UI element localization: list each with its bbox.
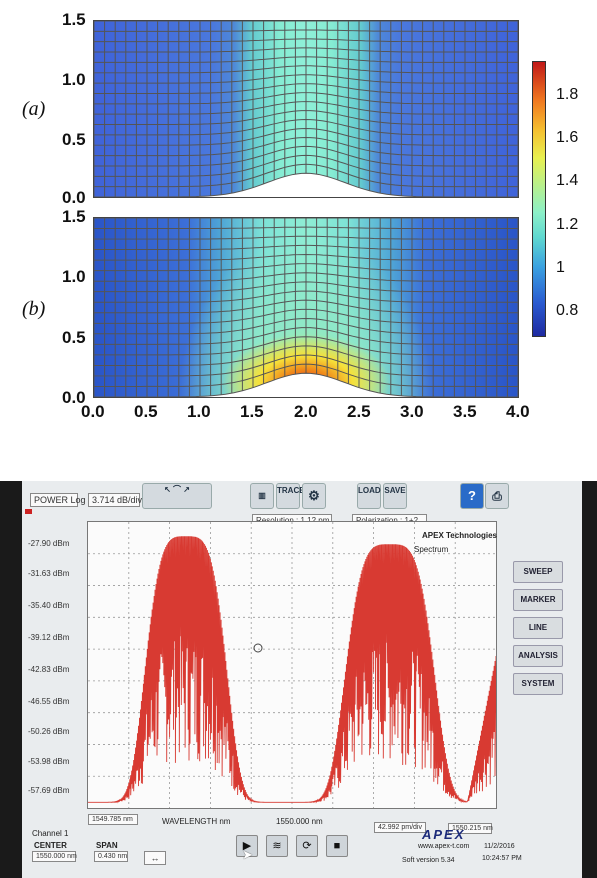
print-button[interactable]: ⎙ bbox=[485, 483, 509, 509]
repeat-icon: ⟳ bbox=[302, 840, 312, 852]
load-button[interactable]: LOAD bbox=[357, 483, 381, 509]
span-arrows-button[interactable]: ↔ bbox=[144, 851, 166, 865]
spectrum-plot[interactable] bbox=[87, 521, 497, 809]
channel-marker bbox=[25, 509, 32, 514]
mesh-grid-b bbox=[94, 218, 518, 397]
x-tick-0: 0.0 bbox=[81, 402, 105, 421]
y-tick-a-1: 1.0 bbox=[62, 70, 86, 89]
zoom-tool-button[interactable]: ↖ ⌒ ↗ bbox=[142, 483, 212, 509]
mouse-cursor-icon: ➤ bbox=[242, 847, 253, 862]
x-tick-1: 0.5 bbox=[134, 402, 158, 421]
help-icon: ? bbox=[468, 488, 476, 503]
y-label-8: -57.69 dBm bbox=[28, 786, 70, 795]
soft-version-label: Soft version 5.34 bbox=[402, 857, 455, 864]
colorbar-tick-4: 1 bbox=[556, 259, 565, 276]
x-per-div-field: 42.992 pm/div bbox=[374, 822, 426, 833]
x-tick-2: 1.0 bbox=[187, 402, 211, 421]
auto-icon: ≋ bbox=[272, 840, 282, 852]
auto-button[interactable]: ≋ bbox=[266, 835, 288, 857]
repeat-sweep-button[interactable]: ⟳ bbox=[296, 835, 318, 857]
x-tick-7: 3.5 bbox=[453, 402, 477, 421]
y-tick-a-3: 0.0 bbox=[62, 188, 86, 207]
x-tick-6: 3.0 bbox=[400, 402, 424, 421]
brand-label: APEX Technologies bbox=[422, 531, 497, 540]
colorbar-tick-3: 1.2 bbox=[556, 216, 579, 233]
x-tick-4: 2.0 bbox=[294, 402, 318, 421]
x-tick-5: 2.5 bbox=[347, 402, 371, 421]
marker-circle bbox=[253, 643, 263, 653]
x-axis-label: WAVELENGTH nm bbox=[162, 817, 231, 826]
date-label: 11/2/2016 bbox=[484, 843, 515, 850]
y-tick-a-2: 0.5 bbox=[62, 130, 86, 149]
y-tick-b-1: 1.0 bbox=[62, 267, 86, 286]
heatmap-panel-b bbox=[93, 217, 519, 398]
center-value-field[interactable]: 1550.000 nm bbox=[32, 851, 77, 862]
scale-field[interactable]: 3.714 dB/div bbox=[88, 493, 142, 507]
apex-logo: APEX bbox=[422, 827, 466, 842]
time-label: 10:24:57 PM bbox=[482, 855, 522, 862]
analysis-button[interactable]: ANALYSIS bbox=[513, 645, 563, 667]
sweep-button[interactable]: SWEEP bbox=[513, 561, 563, 583]
y-label-5: -46.55 dBm bbox=[28, 697, 70, 706]
y-label-6: -50.26 dBm bbox=[28, 727, 70, 736]
colorbar bbox=[532, 61, 546, 337]
spectrum-trace bbox=[88, 536, 497, 804]
span-value-field[interactable]: 0.430 nm bbox=[94, 851, 128, 862]
y-tick-b-3: 0.0 bbox=[62, 388, 86, 407]
mesh-grid-a bbox=[94, 21, 518, 197]
y-label-7: -53.98 dBm bbox=[28, 757, 70, 766]
x-start-field: 1549.785 nm bbox=[88, 814, 138, 825]
panel-b-label: (b) bbox=[22, 298, 46, 320]
colorbar-tick-2: 1.4 bbox=[556, 172, 579, 189]
heatmap-panel-a bbox=[93, 20, 519, 198]
center-label: CENTER bbox=[34, 841, 67, 850]
line-button[interactable]: LINE bbox=[513, 617, 563, 639]
graph-button[interactable]: ▥ bbox=[250, 483, 274, 509]
system-button[interactable]: SYSTEM bbox=[513, 673, 563, 695]
colorbar-tick-0: 1.8 bbox=[556, 86, 579, 103]
analyzer-photo: ↖ ⌒ ↗ ▥ TRACE ⚙ LOAD SAVE ? ⎙ POWER Log … bbox=[0, 481, 597, 878]
colorbar-tick-5: 0.8 bbox=[556, 302, 579, 319]
play-icon: ▶ bbox=[242, 840, 252, 852]
x-center-label: 1550.000 nm bbox=[276, 817, 323, 826]
y-label-1: -31.63 dBm bbox=[28, 569, 70, 578]
span-label: SPAN bbox=[96, 841, 118, 850]
website-label: www.apex-t.com bbox=[418, 843, 470, 850]
gear-icon: ⚙ bbox=[308, 488, 320, 503]
x-tick-3: 1.5 bbox=[240, 402, 264, 421]
marker-button[interactable]: MARKER bbox=[513, 589, 563, 611]
trace-name-label: Spectrum bbox=[414, 545, 449, 554]
panel-a-label: (a) bbox=[22, 98, 46, 120]
y-tick-a-0: 1.5 bbox=[62, 10, 86, 29]
single-sweep-button[interactable]: ▶ bbox=[236, 835, 258, 857]
save-button[interactable]: SAVE bbox=[383, 483, 407, 509]
y-label-4: -42.83 dBm bbox=[28, 665, 70, 674]
settings-button[interactable]: ⚙ bbox=[302, 483, 326, 509]
channel-label: Channel 1 bbox=[32, 829, 69, 838]
y-label-3: -39.12 dBm bbox=[28, 633, 70, 642]
colorbar-tick-1: 1.6 bbox=[556, 129, 579, 146]
x-end-field: 1550.215 nm bbox=[448, 823, 493, 834]
analyzer-screen: ↖ ⌒ ↗ ▥ TRACE ⚙ LOAD SAVE ? ⎙ POWER Log … bbox=[22, 481, 582, 878]
printer-icon: ⎙ bbox=[492, 489, 502, 503]
x-tick-8: 4.0 bbox=[506, 402, 530, 421]
arrow-tools-icon: ↖ ⌒ ↗ bbox=[164, 485, 190, 494]
y-label-2: -35.40 dBm bbox=[28, 601, 70, 610]
spectrum-graph bbox=[88, 522, 497, 808]
stop-icon: ■ bbox=[333, 840, 341, 852]
power-mode-field[interactable]: POWER Log bbox=[30, 493, 86, 507]
heatmap-figure: (a) (b) 1.5 1.0 0.5 0.0 1.5 1.0 0.5 0.0 … bbox=[22, 10, 579, 421]
mesh-b-obstacle bbox=[94, 373, 518, 397]
stop-button[interactable]: ■ bbox=[326, 835, 348, 857]
y-label-0: -27.90 dBm bbox=[28, 539, 70, 548]
help-button[interactable]: ? bbox=[460, 483, 484, 509]
y-tick-b-2: 0.5 bbox=[62, 328, 86, 347]
trace-button[interactable]: TRACE bbox=[276, 483, 305, 509]
graph-icon: ▥ bbox=[258, 491, 266, 500]
y-tick-b-0: 1.5 bbox=[62, 207, 86, 226]
double-arrow-icon: ↔ bbox=[150, 853, 160, 863]
mesh-a-obstacle bbox=[94, 173, 518, 197]
